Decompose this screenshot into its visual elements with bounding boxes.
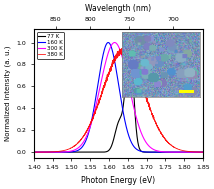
160 K <box>105 43 108 45</box>
380 K <box>105 78 108 81</box>
Y-axis label: Normalized Intensity (a. u.): Normalized Intensity (a. u.) <box>4 46 11 141</box>
160 K <box>107 41 110 44</box>
380 K <box>189 150 192 153</box>
300 K <box>25 151 27 153</box>
77 K <box>58 151 60 153</box>
300 K <box>105 58 108 60</box>
X-axis label: Wavelength (nm): Wavelength (nm) <box>85 4 152 13</box>
300 K <box>113 41 116 44</box>
160 K <box>209 151 212 153</box>
380 K <box>97 103 100 105</box>
77 K <box>209 151 212 153</box>
77 K <box>25 151 27 153</box>
Line: 300 K: 300 K <box>26 43 214 152</box>
Legend: 77 K, 160 K, 300 K, 380 K: 77 K, 160 K, 300 K, 380 K <box>37 32 64 59</box>
77 K <box>189 151 192 153</box>
380 K <box>25 151 27 153</box>
77 K <box>105 151 108 153</box>
Line: 77 K: 77 K <box>26 43 214 152</box>
300 K <box>97 94 100 96</box>
380 K <box>122 47 124 50</box>
300 K <box>46 151 49 153</box>
380 K <box>213 151 214 153</box>
300 K <box>209 151 212 153</box>
160 K <box>25 151 27 153</box>
380 K <box>209 151 212 153</box>
77 K <box>213 151 214 153</box>
160 K <box>213 151 214 153</box>
160 K <box>189 151 192 153</box>
77 K <box>46 151 49 153</box>
160 K <box>58 151 60 153</box>
300 K <box>213 151 214 153</box>
77 K <box>128 41 131 44</box>
160 K <box>97 80 100 83</box>
380 K <box>58 150 60 153</box>
160 K <box>46 151 49 153</box>
X-axis label: Photon Energy (eV): Photon Energy (eV) <box>81 176 155 185</box>
Line: 380 K: 380 K <box>26 49 214 152</box>
300 K <box>58 151 60 153</box>
Line: 160 K: 160 K <box>26 43 214 152</box>
380 K <box>46 151 49 153</box>
300 K <box>189 151 192 153</box>
77 K <box>97 151 100 153</box>
